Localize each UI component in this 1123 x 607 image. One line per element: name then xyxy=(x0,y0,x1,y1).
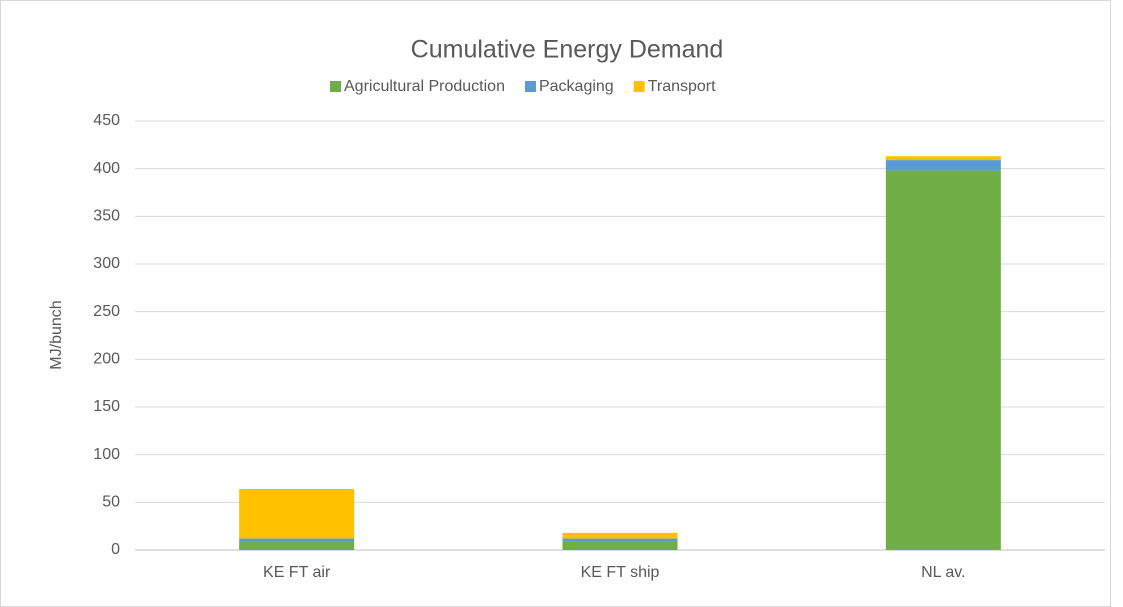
bar-segment xyxy=(562,541,678,550)
y-tick-label: 350 xyxy=(93,208,120,225)
legend-label: Packaging xyxy=(539,78,614,95)
y-tick-label: 200 xyxy=(93,351,120,368)
x-tick-label: NL av. xyxy=(921,564,965,581)
y-tick-label: 0 xyxy=(111,541,120,558)
bar-segment xyxy=(562,532,678,539)
y-tick-label: 400 xyxy=(93,160,120,177)
x-tick-label: KE FT ship xyxy=(581,564,660,581)
y-tick-label: 250 xyxy=(93,303,120,320)
bar-segment xyxy=(562,538,678,542)
legend-swatch xyxy=(330,81,341,92)
bar-segment xyxy=(239,541,355,550)
chart-title: Cumulative Energy Demand xyxy=(411,36,724,64)
bar-segment xyxy=(885,156,1001,161)
bar-segment xyxy=(239,538,355,542)
legend-label: Transport xyxy=(648,78,716,95)
y-tick-label: 100 xyxy=(93,446,120,463)
x-tick-label: KE FT air xyxy=(263,564,331,581)
y-axis-label: MJ/bunch xyxy=(48,300,65,369)
bar-segment xyxy=(885,160,1001,171)
legend-label: Agricultural Production xyxy=(344,78,505,95)
bar-segment xyxy=(239,488,355,539)
bar-segment xyxy=(885,170,1001,550)
legend-swatch xyxy=(524,81,536,92)
y-tick-label: 300 xyxy=(93,255,120,272)
y-tick-label: 450 xyxy=(93,112,120,129)
y-tick-label: 150 xyxy=(93,398,120,415)
legend-swatch xyxy=(633,81,645,92)
y-tick-label: 50 xyxy=(102,494,120,511)
